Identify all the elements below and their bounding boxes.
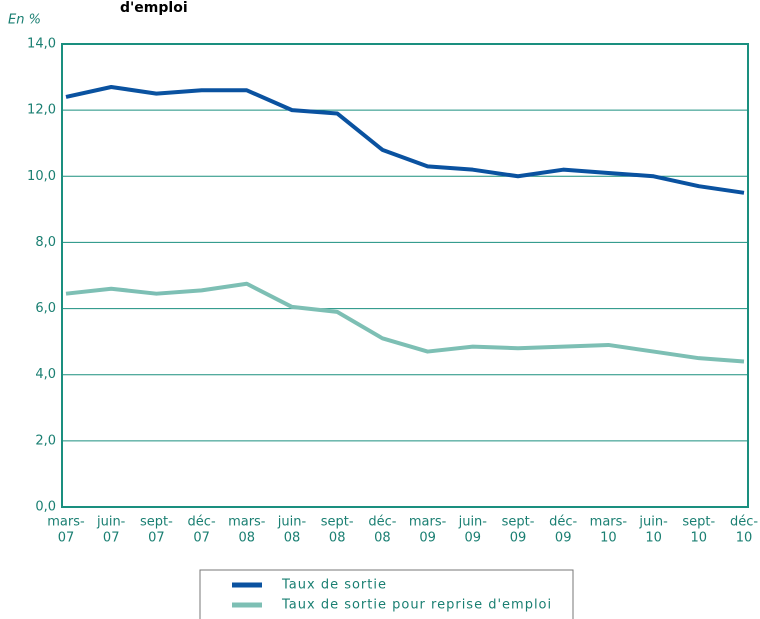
x-tick-label: juin- (638, 515, 668, 530)
x-tick-label: mars- (409, 515, 447, 530)
x-tick-label: sept- (502, 515, 535, 530)
x-tick-label: 10 (645, 531, 662, 546)
x-tick-label: sept- (140, 515, 173, 530)
legend-label: Taux de sortie (281, 578, 387, 593)
y-tick-label: 4,0 (35, 367, 56, 382)
x-tick-label: 09 (419, 531, 436, 546)
y-tick-label: 10,0 (27, 169, 56, 184)
x-tick-label: 07 (148, 531, 165, 546)
x-tick-label: déc- (188, 515, 216, 530)
x-tick-label: 07 (58, 531, 75, 546)
x-tick-label: 08 (239, 531, 256, 546)
y-tick-label: 8,0 (35, 235, 56, 250)
y-tick-label: 0,0 (35, 500, 56, 515)
legend-label: Taux de sortie pour reprise d'emploi (281, 598, 552, 613)
y-axis-label: En % (8, 13, 41, 28)
x-tick-label: juin- (458, 515, 488, 530)
x-tick-label: sept- (682, 515, 715, 530)
x-tick-label: 08 (329, 531, 346, 546)
x-tick-label: 10 (691, 531, 708, 546)
x-tick-label: déc- (549, 515, 577, 530)
x-tick-label: mars- (47, 515, 85, 530)
x-tick-label: 09 (465, 531, 482, 546)
x-tick-label: 09 (555, 531, 572, 546)
x-tick-label: 10 (736, 531, 753, 546)
x-tick-label: juin- (96, 515, 126, 530)
x-tick-label: 09 (510, 531, 527, 546)
x-tick-label: 07 (103, 531, 120, 546)
y-tick-label: 6,0 (35, 301, 56, 316)
series-line (65, 84, 745, 195)
x-tick-label: juin- (277, 515, 307, 530)
x-tick-label: 08 (374, 531, 391, 546)
x-tick-label: déc- (730, 515, 758, 530)
x-tick-label: déc- (368, 515, 396, 530)
x-tick-label: sept- (321, 515, 354, 530)
x-tick-label: 07 (193, 531, 210, 546)
y-tick-label: 2,0 (35, 433, 56, 448)
legend-box (199, 569, 574, 619)
chart-title: d'emploi (120, 0, 188, 16)
x-tick-label: mars- (228, 515, 266, 530)
y-tick-label: 12,0 (27, 103, 56, 118)
x-tick-label: 10 (600, 531, 617, 546)
x-tick-label: 08 (284, 531, 301, 546)
x-tick-label: mars- (590, 515, 628, 530)
plot-frame (61, 43, 749, 508)
y-tick-label: 14,0 (27, 37, 56, 52)
series-line (65, 281, 745, 364)
